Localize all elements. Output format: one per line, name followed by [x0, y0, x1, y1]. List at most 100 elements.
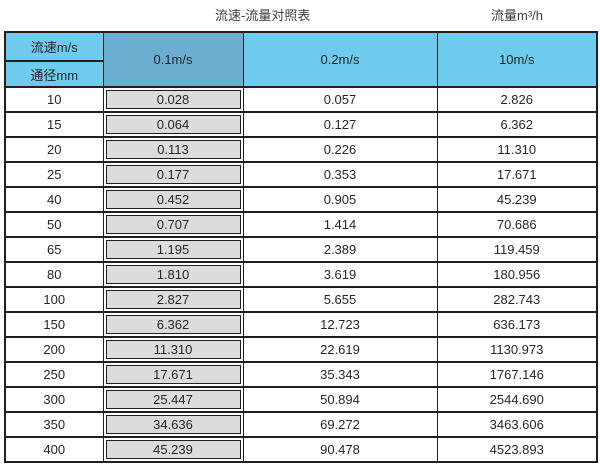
value-cell-10ms: 11.310	[436, 136, 598, 163]
highlight-block: 0.028	[105, 90, 241, 109]
value-text: 0.707	[156, 217, 190, 232]
value-cell-0-2ms: 1.414	[242, 211, 438, 238]
highlight-block: 0.064	[105, 115, 241, 134]
table-head: 流速m/s 0.1m/s 0.2m/s 10m/s 通径mm	[4, 31, 598, 88]
value-cell-0-2ms: 5.655	[242, 286, 438, 313]
value-cell-10ms: 180.956	[436, 261, 598, 288]
diameter-cell: 350	[4, 411, 104, 438]
value-cell-10ms: 1767.146	[436, 361, 598, 388]
value-cell-0-1ms: 34.636	[102, 411, 244, 438]
value-cell-10ms: 2544.690	[436, 386, 598, 413]
value-text: 25.447	[153, 392, 193, 407]
highlight-block: 17.671	[105, 365, 241, 384]
table-row: 25 0.177 0.353 17.671	[4, 161, 598, 188]
highlight-block: 6.362	[105, 315, 241, 334]
value-text: 6.362	[156, 317, 190, 332]
value-cell-10ms: 636.173	[436, 311, 598, 338]
table-row: 15 0.064 0.127 6.362	[4, 111, 598, 138]
table-row: 350 34.636 69.272 3463.606	[4, 411, 598, 438]
value-cell-0-2ms: 35.343	[242, 361, 438, 388]
value-cell-0-2ms: 0.905	[242, 186, 438, 213]
table-row: 300 25.447 50.894 2544.690	[4, 386, 598, 413]
diameter-cell: 25	[4, 161, 104, 188]
table-row: 200 11.310 22.619 1130.973	[4, 336, 598, 363]
header-row-velocity: 流速m/s 0.1m/s 0.2m/s 10m/s	[4, 31, 598, 88]
value-cell-0-1ms: 2.827	[102, 286, 244, 313]
diameter-cell: 50	[4, 211, 104, 238]
value-cell-10ms: 2.826	[436, 86, 598, 113]
value-cell-0-2ms: 0.353	[242, 161, 438, 188]
value-cell-0-1ms: 1.810	[102, 261, 244, 288]
header-row-diameter: 通径mm	[4, 60, 597, 88]
diameter-cell: 80	[4, 261, 104, 288]
table-row: 50 0.707 1.414 70.686	[4, 211, 598, 238]
value-text: 1.810	[156, 267, 190, 282]
value-cell-0-1ms: 11.310	[102, 336, 244, 363]
diameter-cell: 15	[4, 111, 104, 138]
diameter-cell: 40	[4, 186, 104, 213]
table-row: 100 2.827 5.655 282.743	[4, 286, 598, 313]
diameter-cell: 65	[4, 236, 104, 263]
value-cell-0-2ms: 0.127	[242, 111, 438, 138]
value-text: 0.452	[156, 192, 190, 207]
value-cell-0-1ms: 0.113	[102, 136, 244, 163]
value-cell-10ms: 17.671	[436, 161, 598, 188]
highlight-block: 34.636	[105, 415, 241, 434]
value-text: 0.177	[156, 167, 190, 182]
value-text: 0.064	[156, 117, 190, 132]
diameter-cell: 400	[4, 436, 104, 463]
table-row: 40 0.452 0.905 45.239	[4, 186, 598, 213]
value-text: 11.310	[153, 342, 193, 357]
value-cell-0-1ms: 0.707	[102, 211, 244, 238]
highlight-block: 0.113	[105, 140, 241, 159]
value-cell-10ms: 6.362	[436, 111, 598, 138]
table-row: 400 45.239 90.478 4523.893	[4, 436, 598, 463]
value-cell-0-1ms: 0.177	[102, 161, 244, 188]
value-cell-0-2ms: 0.057	[242, 86, 438, 113]
value-cell-0-1ms: 17.671	[102, 361, 244, 388]
value-cell-0-1ms: 0.028	[102, 86, 244, 113]
highlight-block: 2.827	[105, 290, 241, 309]
table-row: 65 1.195 2.389 119.459	[4, 236, 598, 263]
table-row: 10 0.028 0.057 2.826	[4, 86, 598, 113]
table-row: 150 6.362 12.723 636.173	[4, 311, 598, 338]
flow-rate-table: 流速m/s 0.1m/s 0.2m/s 10m/s 通径mm 10 0.028 …	[4, 31, 598, 463]
highlight-block: 1.810	[105, 265, 241, 284]
value-cell-0-1ms: 45.239	[102, 436, 244, 463]
value-cell-0-2ms: 2.389	[242, 236, 438, 263]
value-text: 2.827	[156, 292, 190, 307]
table-row: 20 0.113 0.226 11.310	[4, 136, 598, 163]
highlight-block: 0.452	[105, 190, 241, 209]
value-cell-0-2ms: 12.723	[242, 311, 438, 338]
value-cell-10ms: 70.686	[436, 211, 598, 238]
corner-cell-diameter: 通径mm	[4, 60, 104, 88]
value-cell-10ms: 1130.973	[436, 336, 598, 363]
corner-cell-velocity: 流速m/s	[4, 31, 104, 62]
value-cell-0-1ms: 0.452	[102, 186, 244, 213]
value-text: 34.636	[153, 417, 193, 432]
value-cell-0-1ms: 0.064	[102, 111, 244, 138]
value-cell-0-1ms: 25.447	[102, 386, 244, 413]
value-cell-10ms: 119.459	[436, 236, 598, 263]
value-text: 17.671	[153, 367, 193, 382]
value-cell-0-1ms: 6.362	[102, 311, 244, 338]
highlight-block: 45.239	[105, 440, 241, 459]
highlight-block: 0.707	[105, 215, 241, 234]
diameter-cell: 300	[4, 386, 104, 413]
value-cell-10ms: 4523.893	[436, 436, 598, 463]
highlight-block: 1.195	[105, 240, 241, 259]
column-header-10ms: 10m/s	[436, 31, 598, 88]
value-cell-10ms: 3463.606	[436, 411, 598, 438]
value-cell-10ms: 45.239	[436, 186, 598, 213]
value-text: 0.028	[156, 92, 190, 107]
diameter-cell: 20	[4, 136, 104, 163]
value-cell-0-2ms: 50.894	[242, 386, 438, 413]
value-cell-0-1ms: 1.195	[102, 236, 244, 263]
diameter-cell: 100	[4, 286, 104, 313]
diameter-cell: 200	[4, 336, 104, 363]
value-cell-0-2ms: 0.226	[242, 136, 438, 163]
highlight-block: 25.447	[105, 390, 241, 409]
diameter-cell: 250	[4, 361, 104, 388]
flow-unit-label: 流量m³/h	[491, 8, 544, 23]
value-text: 1.195	[156, 242, 190, 257]
